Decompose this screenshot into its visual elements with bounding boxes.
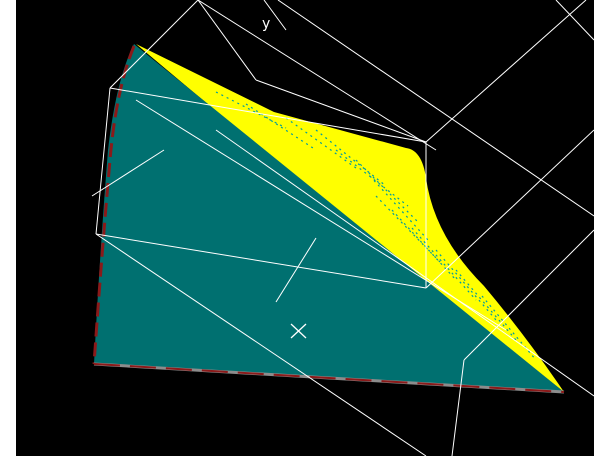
- surface-back-speckles: [215, 91, 537, 361]
- surface-edges: [92, 45, 565, 394]
- origin-cross-icon: [290, 323, 307, 339]
- scene-svg: y: [91, 0, 594, 456]
- bounding-box-wireframe: [91, 0, 594, 456]
- axis-label-y: y: [262, 16, 270, 32]
- surface-front-face: [94, 44, 564, 392]
- surface-back-face: [136, 44, 564, 392]
- 3d-viewport[interactable]: y: [16, 0, 594, 456]
